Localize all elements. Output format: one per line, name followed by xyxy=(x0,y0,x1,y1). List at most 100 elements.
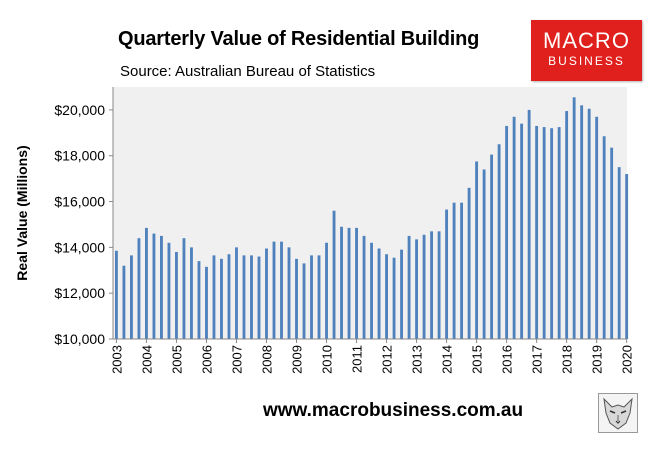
bar xyxy=(242,255,246,339)
logo-line-macro: MACRO xyxy=(543,28,630,53)
x-tick-label: 2005 xyxy=(169,345,184,374)
bar xyxy=(220,258,223,339)
bar xyxy=(122,265,126,339)
y-tick-label: $10,000 xyxy=(54,331,105,347)
y-tick-label: $18,000 xyxy=(54,148,105,164)
bar xyxy=(385,254,388,339)
bar xyxy=(445,209,449,339)
bar xyxy=(430,231,434,339)
bar xyxy=(160,235,163,339)
y-tick-label: $20,000 xyxy=(54,102,105,118)
bar xyxy=(587,108,591,339)
x-tick-label: 2003 xyxy=(109,345,124,374)
y-axis-label: Real Value (Millions) xyxy=(14,145,30,280)
bar xyxy=(407,235,411,339)
bar xyxy=(287,247,291,339)
bar xyxy=(392,257,396,339)
bar xyxy=(535,125,539,339)
bar xyxy=(475,161,479,339)
bar xyxy=(617,167,621,339)
bar xyxy=(512,116,516,339)
x-tick-label: 2017 xyxy=(530,345,545,374)
bar xyxy=(460,202,464,339)
bar xyxy=(325,242,328,339)
bar xyxy=(400,249,403,339)
bar xyxy=(415,239,418,339)
x-tick-label: 2018 xyxy=(560,345,575,374)
bar xyxy=(610,147,614,339)
bar xyxy=(205,266,208,339)
chart-subtitle: Source: Australian Bureau of Statistics xyxy=(120,63,376,80)
bar xyxy=(602,136,606,339)
bar xyxy=(197,261,201,339)
x-tick-label: 2019 xyxy=(590,345,605,374)
bar xyxy=(317,255,321,339)
bar xyxy=(227,254,231,339)
x-tick-label: 2016 xyxy=(500,345,515,374)
x-tick-label: 2020 xyxy=(620,345,635,374)
x-tick-label: 2010 xyxy=(320,345,335,374)
bar xyxy=(212,255,216,339)
bar xyxy=(580,105,584,339)
bar xyxy=(182,238,186,339)
chart-title: Quarterly Value of Residential Building xyxy=(118,28,480,50)
website-url: www.macrobusiness.com.au xyxy=(263,400,524,421)
bar xyxy=(565,111,569,340)
bar xyxy=(265,248,268,339)
bar-series xyxy=(115,97,629,340)
bar xyxy=(452,202,456,339)
bar xyxy=(137,238,141,339)
bar xyxy=(272,241,276,339)
x-tick-label: 2007 xyxy=(229,345,244,374)
y-axis: $10,000 $12,000 $14,000 $16,000 $18,000 $20,0… xyxy=(54,87,114,347)
bar xyxy=(355,227,358,339)
bar xyxy=(437,231,441,339)
bar xyxy=(295,258,298,339)
x-tick-label: 2006 xyxy=(199,345,214,374)
y-tick-label: $16,000 xyxy=(54,194,105,210)
bar xyxy=(235,247,238,339)
bar xyxy=(505,125,509,339)
bar xyxy=(520,123,524,340)
bar xyxy=(310,255,313,339)
bar xyxy=(130,255,133,339)
x-tick-label: 2009 xyxy=(290,345,305,374)
bar xyxy=(497,144,501,339)
x-tick-label: 2013 xyxy=(410,345,425,374)
x-tick-label: 2014 xyxy=(440,345,455,374)
x-tick-label: 2015 xyxy=(470,345,485,374)
bar xyxy=(467,187,471,339)
bar xyxy=(340,226,343,339)
bar xyxy=(557,127,561,339)
bar xyxy=(550,128,554,339)
bar xyxy=(280,241,283,339)
bar xyxy=(257,256,261,339)
bar xyxy=(175,251,178,339)
bar xyxy=(542,127,546,339)
bar xyxy=(377,248,381,339)
bar xyxy=(145,227,148,339)
bar xyxy=(482,169,486,339)
bar xyxy=(527,109,531,339)
bar xyxy=(302,263,306,339)
bar xyxy=(625,174,629,339)
bar xyxy=(422,234,426,339)
macrobusiness-logo: MACRO BUSINESS xyxy=(531,20,642,81)
wolf-icon xyxy=(598,393,638,433)
bar xyxy=(370,242,373,339)
bar xyxy=(595,116,599,339)
x-tick-label: 2012 xyxy=(380,345,395,374)
bar xyxy=(152,233,156,339)
y-tick-label: $14,000 xyxy=(54,239,105,255)
bar xyxy=(362,235,366,339)
bar xyxy=(115,250,118,339)
logo-line-business: BUSINESS xyxy=(548,54,625,68)
bar xyxy=(347,227,351,339)
bar xyxy=(250,255,253,339)
bar xyxy=(190,247,193,339)
bar xyxy=(490,154,494,339)
x-tick-label: 2004 xyxy=(139,345,154,374)
y-tick-label: $12,000 xyxy=(54,285,105,301)
x-tick-label: 2011 xyxy=(350,345,365,373)
